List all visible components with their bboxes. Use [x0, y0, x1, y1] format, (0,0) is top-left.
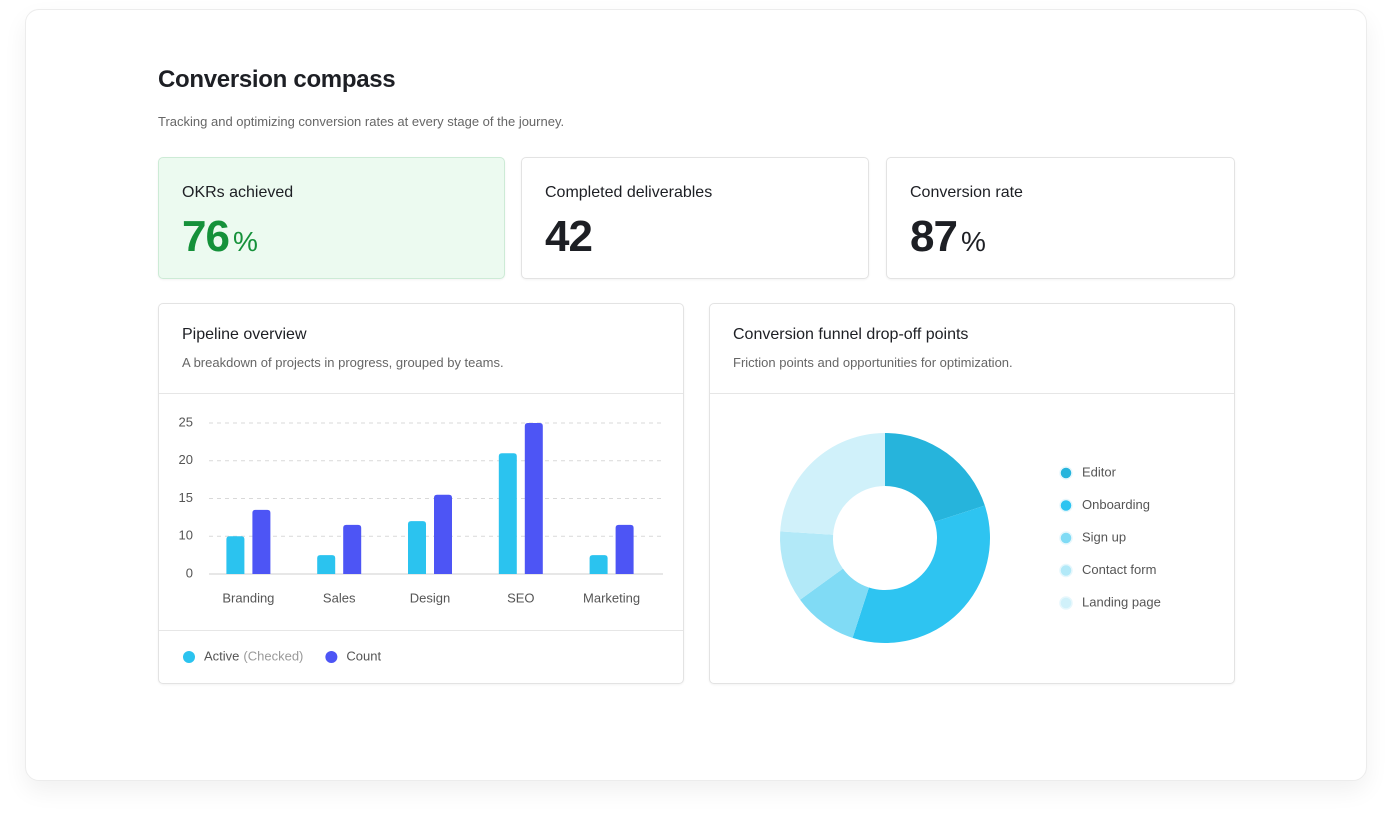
- donut-segment: [885, 433, 985, 522]
- x-tick-label: Sales: [323, 590, 356, 605]
- y-tick-label: 25: [179, 414, 193, 429]
- kpi-label: Completed deliverables: [545, 184, 713, 201]
- y-tick-label: 0: [186, 565, 193, 580]
- x-tick-label: SEO: [507, 590, 534, 605]
- donut-segment: [780, 531, 843, 600]
- legend-note: (Checked): [243, 648, 303, 663]
- legend-label: Count: [346, 648, 381, 663]
- kpi-value-wrap: 76%: [182, 212, 258, 262]
- panel-title: Pipeline overview: [182, 326, 307, 343]
- kpi-value-wrap: 87%: [910, 212, 986, 262]
- legend-label: Editor: [1082, 464, 1117, 479]
- legend-dot: [1059, 498, 1073, 513]
- bar: [589, 555, 608, 574]
- donut-segment: [800, 568, 869, 638]
- legend-dot: [325, 651, 338, 663]
- donut-segment: [852, 505, 991, 644]
- kpi-unit: %: [232, 226, 258, 257]
- bar: [615, 524, 634, 574]
- bar: [498, 453, 517, 574]
- x-tick-label: Branding: [222, 590, 274, 605]
- bar: [408, 521, 426, 574]
- divider: [159, 393, 683, 394]
- legend-dot: [183, 651, 195, 663]
- panel-title: Conversion funnel drop-off points: [733, 326, 969, 343]
- legend-dot: [1059, 596, 1073, 610]
- kpi-value-wrap: 42: [545, 212, 593, 262]
- kpi-value: 76: [182, 212, 230, 261]
- legend-label: Landing page: [1082, 594, 1161, 609]
- kpi-card: OKRs achieved 76%: [158, 157, 505, 279]
- donut-segment: [780, 433, 885, 535]
- legend-label: Onboarding: [1082, 497, 1150, 512]
- x-tick-label: Design: [410, 590, 450, 605]
- divider: [159, 630, 683, 631]
- panel: Pipeline overview A breakdown of project…: [158, 303, 684, 684]
- legend-dot: [1059, 563, 1073, 578]
- bar: [524, 423, 543, 574]
- legend-label: Active: [204, 648, 239, 663]
- kpi-label: OKRs achieved: [182, 184, 294, 201]
- bar: [343, 524, 362, 574]
- bar: [317, 555, 336, 574]
- panel-subtitle: A breakdown of projects in progress, gro…: [182, 355, 504, 370]
- panel-subtitle: Friction points and opportunities for op…: [733, 355, 1013, 370]
- x-tick-label: Marketing: [583, 590, 640, 605]
- page-title: Conversion compass: [158, 66, 396, 93]
- y-tick-label: 10: [179, 528, 193, 543]
- bar: [226, 536, 245, 574]
- bar: [434, 494, 452, 574]
- bar: [252, 509, 271, 574]
- divider: [710, 393, 1234, 394]
- legend-label: Contact form: [1082, 562, 1156, 577]
- legend-dot: [1059, 531, 1073, 545]
- legend-label: Sign up: [1082, 529, 1126, 544]
- y-tick-label: 15: [179, 490, 193, 505]
- page-subtitle: Tracking and optimizing conversion rates…: [158, 114, 565, 129]
- kpi-card: Conversion rate 87%: [886, 157, 1235, 279]
- kpi-label: Conversion rate: [910, 184, 1023, 201]
- kpi-unit: %: [960, 226, 986, 257]
- legend-dot: [1059, 466, 1073, 480]
- kpi-value: 87: [910, 212, 958, 261]
- kpi-card: Completed deliverables 42: [521, 157, 869, 279]
- kpi-value: 42: [545, 212, 593, 261]
- y-tick-label: 20: [179, 452, 193, 467]
